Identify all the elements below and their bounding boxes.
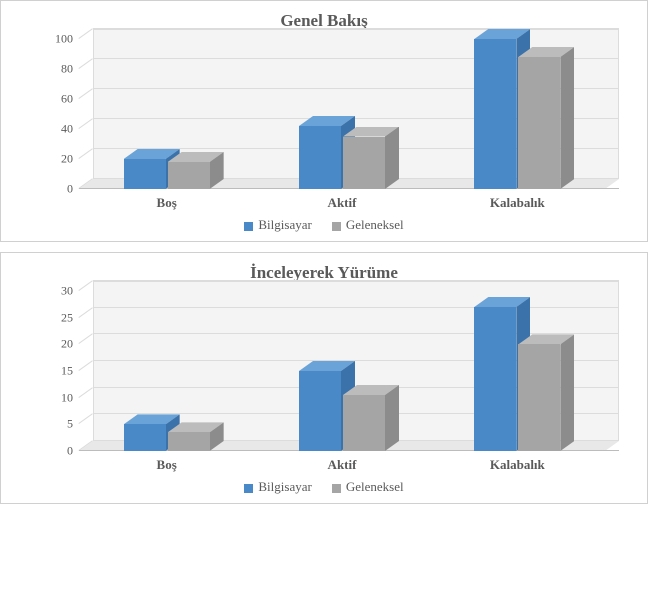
bar-side — [560, 47, 574, 189]
gridline — [93, 28, 619, 29]
gridline — [93, 280, 619, 281]
ytick-label: 5 — [67, 417, 73, 432]
legend-swatch — [332, 484, 341, 493]
bar-front — [168, 162, 210, 189]
bar-front — [168, 432, 210, 451]
bar-front — [124, 424, 166, 451]
legend-item: Geleneksel — [332, 479, 404, 495]
bar-front — [343, 137, 385, 190]
bar-front — [474, 307, 516, 451]
legend-label: Geleneksel — [346, 479, 404, 494]
legend-swatch — [244, 484, 253, 493]
ytick-label: 0 — [67, 444, 73, 459]
ytick-label: 0 — [67, 182, 73, 197]
bar — [299, 126, 341, 189]
bar — [168, 162, 210, 189]
bar — [124, 424, 166, 451]
bar-side — [385, 385, 399, 451]
ytick-label: 20 — [61, 337, 73, 352]
bar-front — [518, 344, 560, 451]
xtick-label: Boş — [157, 457, 177, 473]
bar-front — [299, 126, 341, 189]
chart-panel-1: İnceleyerek Yürüme051015202530BoşAktifKa… — [0, 252, 648, 504]
xtick-label: Kalabalık — [490, 457, 545, 473]
ytick-label: 10 — [61, 390, 73, 405]
ytick-label: 80 — [61, 62, 73, 77]
ytick-label: 40 — [61, 122, 73, 137]
chart-legend: Bilgisayar Geleneksel — [19, 479, 629, 495]
ytick-label: 15 — [61, 364, 73, 379]
bar — [518, 57, 560, 189]
bar — [168, 432, 210, 451]
bar — [343, 395, 385, 451]
plot-wrap: 020406080100BoşAktifKalabalık — [19, 39, 629, 189]
xtick-label: Aktif — [328, 195, 357, 211]
chart-panel-0: Genel Bakış020406080100BoşAktifKalabalık… — [0, 0, 648, 242]
bar — [474, 39, 516, 189]
bar-front — [474, 39, 516, 189]
ytick-label: 60 — [61, 92, 73, 107]
bar — [124, 159, 166, 189]
bar-side — [385, 127, 399, 190]
bars-scene — [79, 291, 619, 451]
bar-front — [343, 395, 385, 451]
legend-label: Geleneksel — [346, 217, 404, 232]
plot-wrap: 051015202530BoşAktifKalabalık — [19, 291, 629, 451]
plot-area: 051015202530BoşAktifKalabalık — [79, 291, 619, 451]
bar-front — [124, 159, 166, 189]
xtick-label: Boş — [157, 195, 177, 211]
bar-front — [518, 57, 560, 189]
ytick-label: 30 — [61, 284, 73, 299]
plot-area: 020406080100BoşAktifKalabalık — [79, 39, 619, 189]
bar — [474, 307, 516, 451]
ytick-label: 25 — [61, 310, 73, 325]
bar-front — [299, 371, 341, 451]
legend-item: Geleneksel — [332, 217, 404, 233]
bar — [518, 344, 560, 451]
chart-legend: Bilgisayar Geleneksel — [19, 217, 629, 233]
legend-swatch — [332, 222, 341, 231]
legend-item: Bilgisayar — [244, 479, 311, 495]
legend-swatch — [244, 222, 253, 231]
legend-item: Bilgisayar — [244, 217, 311, 233]
xtick-label: Kalabalık — [490, 195, 545, 211]
legend-label: Bilgisayar — [258, 479, 311, 494]
ytick-label: 100 — [55, 32, 73, 47]
xtick-label: Aktif — [328, 457, 357, 473]
bar — [299, 371, 341, 451]
legend-label: Bilgisayar — [258, 217, 311, 232]
bar-side — [560, 334, 574, 451]
bar — [343, 137, 385, 190]
ytick-label: 20 — [61, 152, 73, 167]
bars-scene — [79, 39, 619, 189]
